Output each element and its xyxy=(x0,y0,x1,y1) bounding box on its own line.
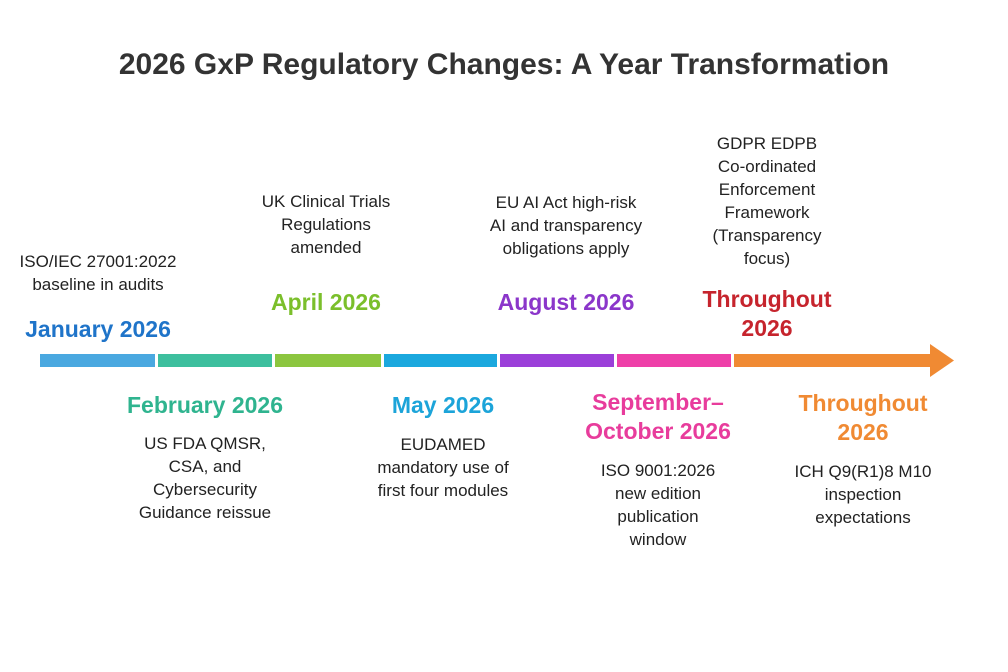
event-date: September– October 2026 xyxy=(585,389,731,444)
title: 2026 GxP Regulatory Changes: A Year Tran… xyxy=(118,48,890,81)
event-description: EU AI Act high-risk AI and transparency … xyxy=(489,193,643,258)
event-date: Throughout 2026 xyxy=(798,390,928,445)
segment xyxy=(617,354,731,367)
segment xyxy=(384,354,497,367)
event-description: ICH Q9(R1)8 M10 inspection expectations xyxy=(794,462,932,527)
event-description: ISO 9001:2026 new edition publication wi… xyxy=(600,461,716,549)
event-date: January 2026 xyxy=(25,316,171,342)
segment xyxy=(40,354,155,367)
event-date: April 2026 xyxy=(271,289,381,315)
event-description: GDPR EDPB Co-ordinated Enforcement Frame… xyxy=(712,134,822,268)
event-description: UK Clinical Trials Regulations amended xyxy=(261,192,391,257)
event-date: August 2026 xyxy=(497,289,635,315)
arrow-head xyxy=(930,344,954,377)
segment xyxy=(500,354,614,367)
segment xyxy=(275,354,381,367)
event-date: Throughout 2026 xyxy=(702,286,832,341)
event-description: US FDA QMSR, CSA, and Cybersecurity Guid… xyxy=(138,434,272,522)
segment xyxy=(734,354,934,367)
event-date: May 2026 xyxy=(391,392,495,418)
event-description: ISO/IEC 27001:2022 baseline in audits xyxy=(19,252,177,294)
event-date: February 2026 xyxy=(127,392,283,418)
segment xyxy=(158,354,272,367)
event-description: EUDAMED mandatory use of first four modu… xyxy=(377,435,509,500)
